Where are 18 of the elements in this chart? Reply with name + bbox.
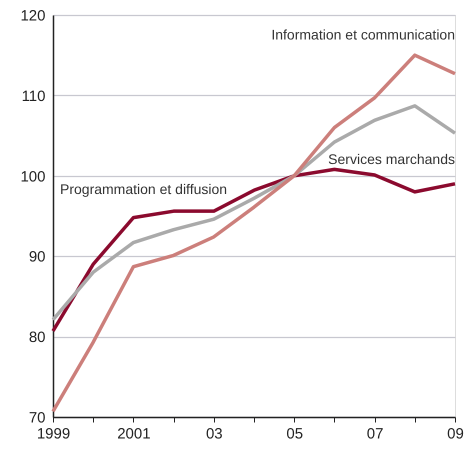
y-tick-label: 100 (20, 168, 46, 186)
y-tick-label: 70 (28, 410, 46, 426)
x-tick-label: 09 (447, 426, 464, 442)
text: Information et communication (271, 26, 455, 43)
line-series (51, 168, 457, 333)
series-label: Services marchands (328, 151, 455, 168)
x-tick-label: 1999 (36, 426, 70, 442)
y-tick-label: 90 (28, 248, 46, 266)
x-tick-label: 07 (366, 426, 384, 442)
y-tick-label: 110 (22, 88, 46, 105)
series-label: Programmation et diffusion (60, 180, 228, 197)
x-tick-label: 03 (206, 426, 223, 442)
line-series (51, 53, 457, 414)
x-tick-label: 05 (286, 426, 304, 442)
y-tick-label: 120 (20, 8, 46, 24)
y-tick-label: 80 (28, 329, 46, 346)
x-tick-label: 2001 (117, 426, 151, 442)
line-series (51, 104, 457, 322)
